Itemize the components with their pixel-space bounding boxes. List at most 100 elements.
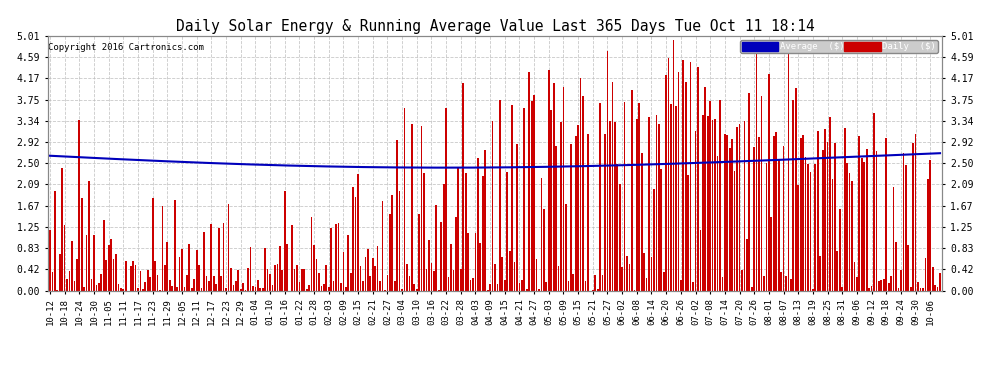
Bar — [607, 51, 608, 291]
Bar — [125, 261, 127, 291]
Bar — [920, 288, 922, 291]
Bar — [900, 270, 902, 291]
Bar — [802, 135, 804, 291]
Bar — [539, 289, 540, 291]
Bar — [284, 191, 285, 291]
Bar — [837, 251, 839, 291]
Bar — [482, 176, 484, 291]
Bar — [391, 195, 393, 291]
Bar — [631, 90, 633, 291]
Bar — [815, 164, 816, 291]
Bar — [164, 265, 165, 291]
Bar — [502, 257, 503, 291]
Bar — [895, 242, 897, 291]
Bar — [487, 290, 488, 291]
Bar — [890, 276, 892, 291]
Bar — [810, 172, 811, 291]
Bar — [357, 174, 359, 291]
Bar — [572, 274, 574, 291]
Legend: Average  ($), Daily  ($): Average ($), Daily ($) — [741, 40, 938, 53]
Bar — [133, 261, 134, 291]
Bar — [660, 170, 662, 291]
Bar — [156, 275, 158, 291]
Bar — [650, 256, 652, 291]
Bar — [76, 259, 78, 291]
Bar — [861, 158, 862, 291]
Bar — [935, 285, 936, 291]
Bar — [264, 248, 266, 291]
Bar — [193, 279, 195, 291]
Bar — [790, 279, 792, 291]
Bar — [915, 134, 917, 291]
Bar — [266, 269, 268, 291]
Bar — [299, 282, 300, 291]
Bar — [541, 178, 543, 291]
Bar — [81, 198, 82, 291]
Bar — [308, 285, 310, 291]
Bar — [321, 286, 322, 291]
Bar — [274, 265, 276, 291]
Bar — [438, 290, 440, 291]
Bar — [154, 261, 156, 291]
Bar — [665, 75, 667, 291]
Bar — [93, 235, 95, 291]
Bar — [807, 164, 809, 291]
Bar — [760, 96, 762, 291]
Bar — [140, 271, 142, 291]
Bar — [166, 242, 168, 291]
Bar — [208, 282, 210, 291]
Bar — [565, 204, 566, 291]
Bar — [96, 285, 97, 291]
Bar — [547, 70, 549, 291]
Bar — [404, 108, 405, 291]
Bar — [719, 100, 721, 291]
Bar — [795, 87, 797, 291]
Bar — [868, 288, 870, 291]
Bar — [531, 101, 533, 291]
Bar — [645, 278, 647, 291]
Bar — [856, 278, 857, 291]
Bar — [839, 209, 841, 291]
Bar — [396, 141, 398, 291]
Bar — [848, 173, 850, 291]
Bar — [805, 157, 807, 291]
Bar — [582, 96, 584, 291]
Bar — [770, 217, 772, 291]
Bar — [452, 270, 454, 291]
Bar — [519, 283, 521, 291]
Bar — [477, 158, 479, 291]
Bar — [467, 233, 469, 291]
Bar — [113, 258, 115, 291]
Bar — [800, 138, 802, 291]
Bar — [883, 279, 885, 291]
Bar — [147, 270, 148, 291]
Bar — [560, 122, 562, 291]
Title: Daily Solar Energy & Running Average Value Last 365 Days Tue Oct 11 18:14: Daily Solar Energy & Running Average Val… — [175, 20, 815, 34]
Bar — [702, 115, 704, 291]
Bar — [386, 275, 388, 291]
Bar — [552, 83, 554, 291]
Bar — [326, 265, 327, 291]
Bar — [294, 269, 295, 291]
Bar — [619, 184, 621, 291]
Bar — [428, 240, 430, 291]
Bar — [243, 283, 244, 291]
Bar — [245, 290, 247, 291]
Bar — [937, 286, 939, 291]
Bar — [411, 124, 413, 291]
Bar — [709, 101, 711, 291]
Bar — [846, 163, 848, 291]
Bar — [885, 138, 887, 291]
Bar — [149, 278, 151, 291]
Bar — [866, 148, 867, 291]
Bar — [534, 95, 535, 291]
Bar — [328, 286, 330, 291]
Bar — [424, 173, 425, 291]
Bar — [460, 269, 461, 291]
Bar — [817, 131, 819, 291]
Bar — [545, 282, 547, 291]
Bar — [529, 72, 530, 291]
Bar — [748, 93, 750, 291]
Bar — [142, 289, 144, 291]
Bar — [729, 148, 731, 291]
